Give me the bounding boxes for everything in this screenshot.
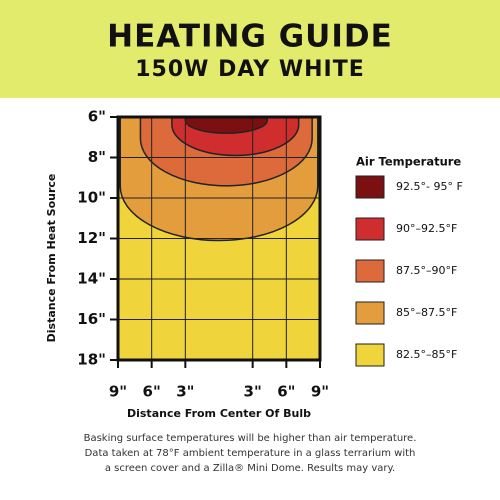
footnote: Data taken at 78°F ambient temperature i… <box>85 448 416 459</box>
x-tick-label: 3" <box>244 383 262 401</box>
x-tick-label: 6" <box>277 383 295 401</box>
x-tick-label: 9" <box>109 383 127 401</box>
y-tick-label: 16" <box>77 310 106 328</box>
x-tick-label: 6" <box>143 383 161 401</box>
legend-swatch <box>355 217 385 241</box>
y-tick-label: 6" <box>88 108 106 126</box>
y-tick-label: 12" <box>77 229 106 247</box>
legend-swatch <box>355 175 385 199</box>
heat-zone <box>184 116 269 134</box>
legend-title: Air Temperature <box>356 155 461 169</box>
legend-label: 87.5°–90°F <box>396 264 457 277</box>
legend-label: 82.5°–85°F <box>396 348 457 361</box>
legend-swatch <box>355 259 385 283</box>
footnote: a screen cover and a Zilla® Mini Dome. R… <box>105 463 395 474</box>
y-tick-label: 18" <box>77 351 106 369</box>
y-tick-label: 10" <box>77 189 106 207</box>
footnote: Basking surface temperatures will be hig… <box>84 433 417 444</box>
header-band <box>0 0 500 98</box>
x-axis-label: Distance From Center Of Bulb <box>127 407 311 420</box>
legend-swatch <box>355 343 385 367</box>
y-tick-label: 14" <box>77 270 106 288</box>
legend-swatch <box>355 301 385 325</box>
y-axis-label: Distance From Heat Source <box>45 174 58 343</box>
x-tick-label: 9" <box>311 383 329 401</box>
title: HEATING GUIDE <box>107 19 393 55</box>
legend-label: 85°–87.5°F <box>396 306 457 319</box>
x-tick-label: 3" <box>176 383 194 401</box>
legend-label: 90°–92.5°F <box>396 222 457 235</box>
y-tick-label: 8" <box>88 148 106 166</box>
subtitle: 150W DAY WHITE <box>135 57 365 82</box>
legend-label: 92.5°- 95° F <box>396 180 463 193</box>
